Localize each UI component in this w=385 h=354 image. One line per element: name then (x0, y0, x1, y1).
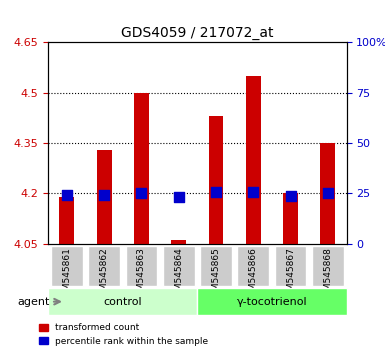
Bar (209, 116, 223, 244)
Bar (283, 193, 298, 244)
FancyBboxPatch shape (312, 246, 344, 286)
Bar (171, 240, 186, 244)
FancyBboxPatch shape (51, 246, 83, 286)
FancyBboxPatch shape (126, 246, 157, 286)
Text: control: control (104, 297, 142, 307)
Point (101, 192, 107, 198)
FancyBboxPatch shape (275, 246, 306, 286)
Bar (59, 196, 74, 244)
Point (288, 193, 294, 199)
Text: GSM545865: GSM545865 (211, 247, 221, 302)
Text: γ-tocotrienol: γ-tocotrienol (237, 297, 307, 307)
FancyBboxPatch shape (197, 288, 346, 315)
Text: GSM545868: GSM545868 (323, 247, 332, 302)
Bar (97, 150, 112, 244)
Point (250, 189, 256, 194)
Title: GDS4059 / 217072_at: GDS4059 / 217072_at (121, 26, 274, 40)
Bar (246, 76, 261, 244)
Text: GSM545866: GSM545866 (249, 247, 258, 302)
Bar (320, 143, 335, 244)
Point (64, 192, 70, 198)
Legend: transformed count, percentile rank within the sample: transformed count, percentile rank withi… (35, 320, 212, 349)
Point (213, 189, 219, 194)
Point (176, 194, 182, 200)
Bar (134, 93, 149, 244)
FancyBboxPatch shape (238, 246, 269, 286)
Text: GSM545864: GSM545864 (174, 247, 183, 302)
FancyBboxPatch shape (163, 246, 194, 286)
Text: GSM545861: GSM545861 (62, 247, 71, 302)
FancyBboxPatch shape (200, 246, 232, 286)
Text: GSM545867: GSM545867 (286, 247, 295, 302)
Text: GSM545863: GSM545863 (137, 247, 146, 302)
Point (138, 190, 144, 196)
Text: agent: agent (18, 297, 50, 307)
Text: GSM545862: GSM545862 (100, 247, 109, 302)
Point (325, 190, 331, 195)
FancyBboxPatch shape (48, 288, 197, 315)
FancyBboxPatch shape (88, 246, 120, 286)
